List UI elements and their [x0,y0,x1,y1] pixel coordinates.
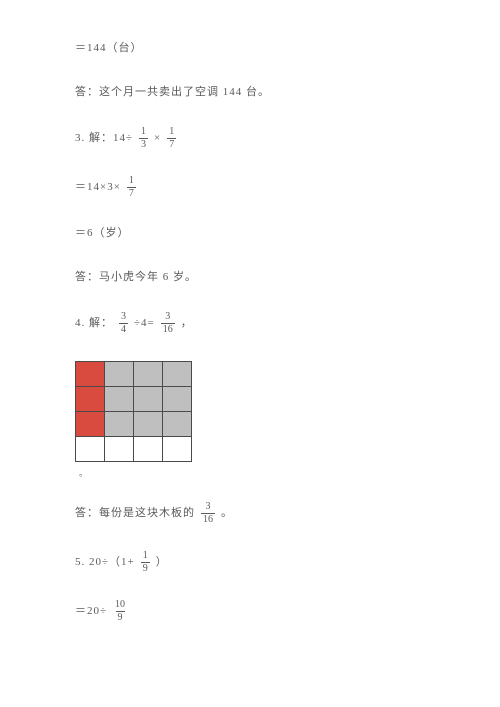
grid-cell [163,412,192,437]
fraction-3-16: 3 16 [161,312,175,335]
denominator: 7 [167,138,176,150]
denominator: 3 [139,138,148,150]
grid-cell [134,437,163,462]
line-problem-4: 4. 解： 3 4 ÷4= 3 16 ， [75,312,425,335]
fraction-3-16: 3 16 [201,502,215,525]
grid-row [76,362,192,387]
text: 答：这个月一共卖出了空调 144 台。 [75,84,270,102]
line-answer-board: 答：每份是这块木板的 3 16 。 [75,502,425,525]
numerator: 1 [167,127,176,138]
fraction-1-7: 1 7 [167,127,176,150]
denominator: 9 [116,611,125,623]
numerator: 1 [127,176,136,187]
grid-row [76,437,192,462]
text: 答：马小虎今年 6 岁。 [75,269,197,287]
text: ， [181,315,193,333]
page-content: ＝144（台） 答：这个月一共卖出了空调 144 台。 3. 解：14÷ 1 3… [0,0,500,653]
line-result-6: ＝6（岁） [75,225,425,243]
text: ÷4= [134,315,155,333]
grid-cell [76,437,105,462]
grid-diagram: 。 [75,361,425,480]
grid-cell [134,387,163,412]
text: 3. 解：14÷ [75,130,133,148]
grid-cell [76,412,105,437]
denominator: 16 [161,323,175,335]
line-step-20div: ＝20÷ 10 9 [75,600,425,623]
line-result-144: ＝144（台） [75,40,425,58]
fraction-1-3: 1 3 [139,127,148,150]
grid-cell [134,362,163,387]
grid-row [76,412,192,437]
grid-cell [76,387,105,412]
line-answer-age: 答：马小虎今年 6 岁。 [75,269,425,287]
fraction-3-4: 3 4 [119,312,128,335]
text: ＝6（岁） [75,225,130,243]
line-problem-3: 3. 解：14÷ 1 3 × 1 7 [75,127,425,150]
grid-cell [105,362,134,387]
line-step-14x3: ＝14×3× 1 7 [75,176,425,199]
grid-cell [134,412,163,437]
numerator: 1 [141,551,150,562]
text: × [154,130,161,148]
denominator: 7 [127,187,136,199]
grid-cell [105,437,134,462]
numerator: 3 [204,502,213,513]
grid-table [75,361,192,462]
grid-cell [163,362,192,387]
numerator: 3 [163,312,172,323]
fraction-1-7: 1 7 [127,176,136,199]
denominator: 4 [119,323,128,335]
grid-cell [105,387,134,412]
line-problem-5: 5. 20÷（1+ 1 9 ） [75,551,425,574]
fraction-10-9: 10 9 [113,600,127,623]
text: 。 [221,505,233,523]
grid-cell [163,387,192,412]
denominator: 16 [201,513,215,525]
text: 答：每份是这块木板的 [75,505,195,523]
text: 5. 20÷（1+ [75,554,135,572]
grid-cell [105,412,134,437]
grid-cell [76,362,105,387]
numerator: 10 [113,600,127,611]
denominator: 9 [141,562,150,574]
text: ） [156,554,168,572]
fraction-1-9: 1 9 [141,551,150,574]
text: ＝14×3× [75,179,121,197]
text: 4. 解： [75,315,113,333]
numerator: 3 [119,312,128,323]
line-answer-144: 答：这个月一共卖出了空调 144 台。 [75,84,425,102]
grid-row [76,387,192,412]
numerator: 1 [139,127,148,138]
text: 。 [79,468,88,478]
text: ＝20÷ [75,603,107,621]
text: ＝144（台） [75,40,143,58]
grid-cell [163,437,192,462]
